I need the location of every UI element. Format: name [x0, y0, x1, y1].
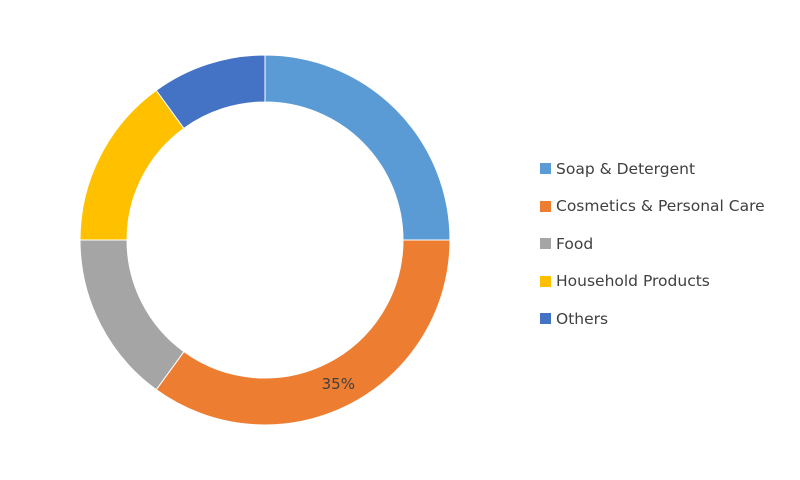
donut-slice-others	[155, 54, 266, 130]
legend-item-soap-and-detergent: Soap & Detergent	[540, 150, 765, 188]
legend-label: Household Products	[556, 272, 710, 291]
chart-legend: Soap & Detergent Cosmetics & Personal Car…	[540, 150, 765, 338]
legend-item-food: Food	[540, 225, 765, 263]
donut-slice-cosmetics-and-personal-care	[155, 239, 451, 426]
legend-swatch	[540, 200, 551, 212]
legend-item-household-products: Household Products	[540, 263, 765, 301]
legend-label: Soap & Detergent	[556, 159, 696, 178]
donut-slice-household-products	[79, 89, 185, 241]
data-label-cosmetics-and-personal-care: 35%	[322, 375, 355, 393]
legend-item-others: Others	[540, 300, 765, 338]
legend-item-cosmetics-and-personal-care: Cosmetics & Personal Care	[540, 188, 765, 226]
legend-label: Others	[556, 309, 609, 328]
legend-swatch	[540, 238, 551, 250]
legend-swatch	[540, 163, 551, 175]
legend-label: Food	[556, 234, 594, 253]
donut-slice-food	[79, 239, 185, 391]
legend-label: Cosmetics & Personal Care	[556, 197, 765, 216]
legend-swatch	[540, 313, 551, 325]
legend-swatch	[540, 275, 551, 287]
donut-slice-soap-and-detergent	[264, 54, 451, 241]
